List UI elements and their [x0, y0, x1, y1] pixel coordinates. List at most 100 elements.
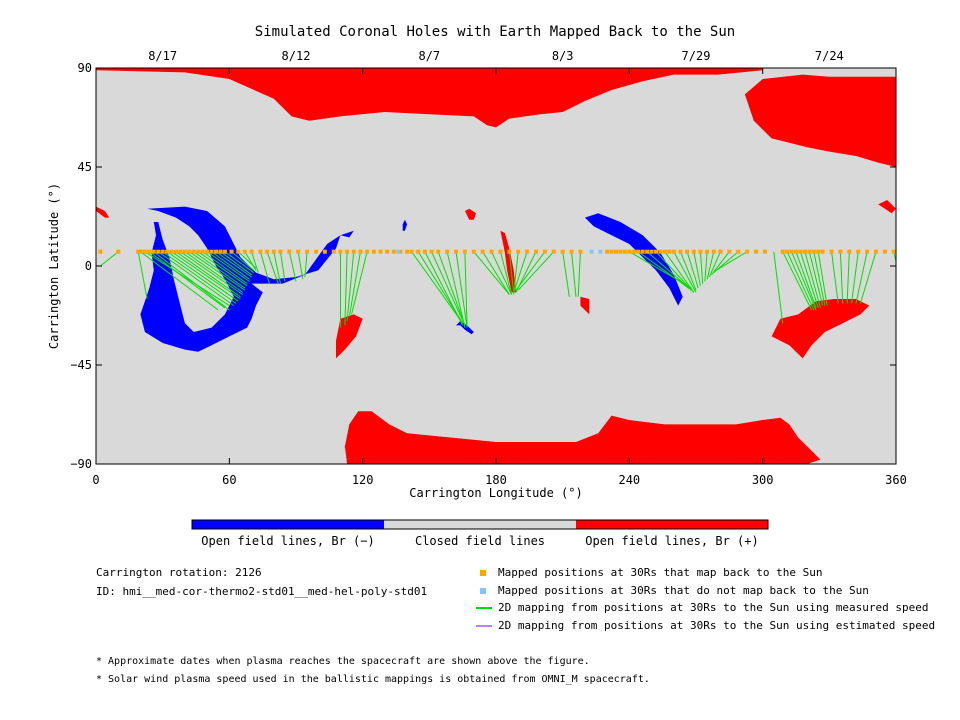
mapping-line-90 — [859, 251, 877, 304]
mapped-point-113 — [882, 249, 887, 254]
mapped-point-5 — [147, 249, 152, 254]
legend-label-not-mapped: Mapped positions at 30Rs that do not map… — [498, 584, 869, 597]
mapped-point-9 — [165, 249, 170, 254]
colorbar-segment-1 — [384, 520, 576, 529]
unmapped-point-1 — [589, 249, 594, 254]
date-label-5: 7/24 — [815, 49, 844, 63]
mapping-line-79 — [795, 251, 817, 308]
positive-hole-8 — [96, 206, 110, 218]
mapped-point-29 — [271, 249, 276, 254]
mapping-line-86 — [839, 251, 844, 304]
mapping-line-32 — [304, 251, 308, 278]
mapped-point-103 — [807, 249, 812, 254]
colorbar-label-0: Open field lines, Br (−) — [201, 534, 374, 548]
x-tick-label-5: 300 — [752, 473, 774, 487]
mapping-line-15 — [197, 251, 248, 287]
mapping-line-67 — [693, 251, 701, 286]
mapped-point-72 — [618, 249, 623, 254]
mapping-line-50 — [508, 251, 515, 295]
orange-square-icon — [480, 570, 486, 576]
mapping-line-36 — [348, 251, 361, 317]
mapping-line-83 — [813, 251, 826, 306]
mapped-point-16 — [196, 249, 201, 254]
mapped-point-79 — [649, 249, 654, 254]
positive-hole-9 — [878, 200, 896, 214]
mapped-point-42 — [371, 249, 376, 254]
mapping-line-89 — [855, 251, 868, 304]
mapped-points — [98, 249, 896, 254]
mapped-point-38 — [345, 249, 350, 254]
mapped-point-110 — [856, 249, 861, 254]
mapping-line-30 — [288, 251, 297, 282]
mapped-point-77 — [640, 249, 645, 254]
negative-hole-3 — [456, 321, 474, 335]
positive-hole-2 — [344, 411, 821, 464]
unmapped-point-2 — [598, 249, 603, 254]
mapped-point-22 — [222, 249, 227, 254]
x-axis-label: Carrington Longitude (°) — [409, 486, 582, 500]
mapped-point-66 — [560, 249, 565, 254]
mapped-point-97 — [780, 249, 785, 254]
y-tick-label-0: −90 — [70, 457, 92, 471]
mapped-point-20 — [214, 249, 218, 254]
mapping-line-44 — [455, 251, 468, 328]
mapping-line-9 — [171, 251, 241, 300]
mapping-line-58 — [577, 251, 581, 297]
mapping-line-29 — [279, 251, 286, 282]
chart-title: Simulated Coronal Holes with Earth Mappe… — [255, 24, 735, 40]
mapped-point-93 — [736, 249, 741, 254]
date-label-3: 8/3 — [552, 49, 574, 63]
negative-hole-2 — [402, 219, 408, 231]
mapping-line-38 — [411, 251, 464, 324]
colorbar-label-2: Open field lines, Br (+) — [585, 534, 758, 548]
unmapped-point-0 — [396, 249, 401, 254]
mapping-line-4 — [149, 251, 226, 309]
mapped-point-61 — [516, 249, 521, 254]
mapping-line-31 — [297, 251, 304, 280]
x-tick-label-2: 120 — [352, 473, 374, 487]
axes: 0 60 120 180 240 300 360 −90 −45 0 45 90 8/17 8/12 8/7… — [70, 49, 907, 487]
mapping-line-75 — [773, 251, 784, 324]
mapped-point-68 — [578, 249, 583, 254]
mapped-point-85 — [678, 249, 683, 254]
mapped-point-3 — [138, 249, 143, 254]
mapping-line-69 — [704, 251, 708, 282]
mapped-point-12 — [178, 249, 183, 254]
mapping-line-72 — [711, 251, 730, 276]
mapped-point-67 — [569, 249, 574, 254]
mapped-point-104 — [811, 249, 816, 254]
mapped-point-106 — [820, 249, 825, 254]
mapping-line-6 — [157, 251, 235, 307]
mapped-point-30 — [278, 249, 283, 254]
mapped-point-34 — [314, 249, 318, 254]
mapping-line-16 — [202, 251, 248, 285]
mapped-point-0 — [98, 249, 103, 254]
mapping-line-5 — [153, 251, 230, 311]
mapping-line-82 — [808, 251, 824, 306]
mapped-point-102 — [802, 249, 807, 254]
mapped-point-62 — [525, 249, 530, 254]
mapping-line-57 — [571, 251, 577, 297]
mapped-point-114 — [891, 249, 896, 254]
mapped-point-90 — [711, 249, 716, 254]
mapped-point-109 — [847, 249, 852, 254]
note-dates: * Approximate dates when plasma reaches … — [96, 656, 590, 667]
x-tick-label-6: 360 — [885, 473, 907, 487]
mapped-point-99 — [789, 249, 794, 254]
mapping-line-7 — [162, 251, 237, 304]
mapped-point-91 — [718, 249, 723, 254]
mapped-point-6 — [151, 249, 156, 254]
mapping-line-34 — [344, 251, 348, 326]
y-tick-label-1: −45 — [70, 358, 92, 372]
mapping-line-48 — [491, 251, 513, 295]
mapping-line-59 — [629, 251, 692, 289]
mapping-line-17 — [206, 251, 250, 282]
mapped-point-49 — [416, 249, 421, 254]
negative-hole-0 — [140, 206, 354, 352]
mapped-point-70 — [609, 249, 614, 254]
colorbar: Open field lines, Br (−) Closed field lin… — [191, 519, 769, 548]
mapped-point-89 — [705, 249, 710, 254]
mapping-line-65 — [679, 251, 697, 291]
mapped-point-78 — [645, 249, 650, 254]
